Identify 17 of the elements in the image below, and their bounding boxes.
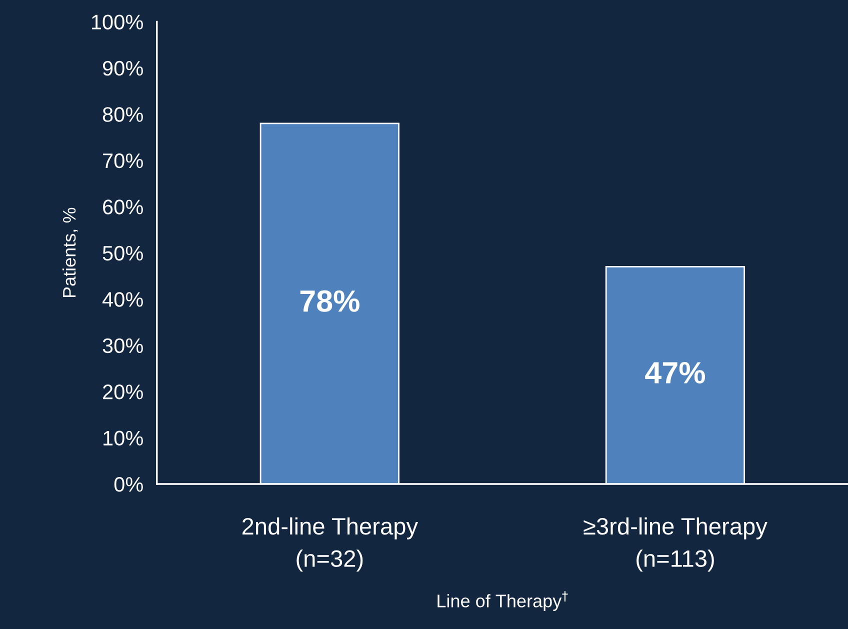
y-tick-label: 30% bbox=[102, 338, 143, 354]
data-label: 47% bbox=[645, 362, 705, 384]
y-tick-label: 0% bbox=[114, 477, 143, 492]
y-axis-title: Patients, % bbox=[62, 208, 78, 298]
y-tick-label: 40% bbox=[102, 292, 143, 307]
y-tick-label: 80% bbox=[102, 107, 143, 122]
x-axis-title: Line of Therapy$^{†}$ bbox=[438, 591, 568, 611]
y-tick-label: 70% bbox=[103, 153, 143, 168]
data-label: 78% bbox=[300, 290, 360, 312]
y-tick-label: 50% bbox=[102, 246, 143, 261]
x-tick-label: ≥3rd-line Therapy (n=113) bbox=[584, 517, 768, 572]
y-tick-label: 20% bbox=[103, 384, 143, 400]
y-tick-label: 60% bbox=[103, 200, 143, 214]
y-tick-label: 90% bbox=[102, 60, 143, 76]
y-tick-label: 10% bbox=[104, 430, 143, 446]
x-tick-label: 2nd-line Therapy (n=32) bbox=[242, 517, 418, 572]
y-tick-label: 100% bbox=[92, 14, 143, 30]
